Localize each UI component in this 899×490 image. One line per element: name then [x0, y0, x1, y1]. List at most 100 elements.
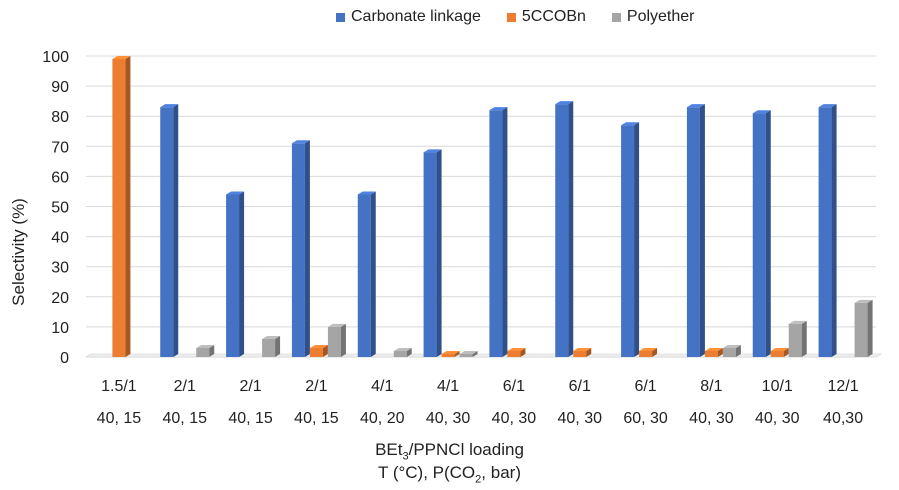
bar-5ccobn [639, 347, 658, 357]
bar-5ccobn-side [783, 347, 789, 357]
x-tick-label-loading: 1.5/1 [101, 378, 137, 395]
bar-carbonate-linkage-side [173, 104, 179, 357]
x-axis-title-line2: T (°C), P(CO2, bar) [0, 463, 899, 485]
bar-carbonate-linkage-front [686, 107, 700, 357]
x-tick-label-loading: 10/1 [762, 378, 793, 395]
bar-carbonate-linkage-side [239, 191, 245, 357]
y-tick-label: 50 [51, 200, 69, 217]
x-tick-label-conditions: 40, 15 [294, 410, 339, 427]
x-tick-label-conditions: 40, 15 [163, 410, 208, 427]
bar-5ccobn-front [112, 59, 126, 357]
x-tick-label-conditions: 40, 30 [492, 410, 537, 427]
bar-carbonate-linkage [621, 122, 640, 357]
bar-polyether-front [788, 323, 802, 357]
y-tick-label: 20 [51, 290, 69, 307]
x-tick-label-loading: 12/1 [828, 378, 859, 395]
bar-polyether-top [327, 323, 346, 327]
bar-5ccobn-top [639, 347, 658, 351]
x-tick-label-loading: 8/1 [700, 378, 722, 395]
bar-5ccobn-top [770, 347, 789, 351]
bar-polyether [327, 323, 346, 357]
bar-carbonate-linkage [357, 191, 376, 357]
bar-5ccobn-side [717, 347, 723, 357]
bar-carbonate-linkage [423, 149, 442, 357]
bar-5ccobn-top [441, 350, 460, 354]
bar-polyether-side [406, 347, 412, 357]
bar-carbonate-linkage-top [226, 191, 245, 195]
legend-item-carbonate: Carbonate linkage [336, 8, 481, 26]
bar-carbonate-linkage-side [765, 110, 771, 357]
x-tick-label-loading: 2/1 [239, 378, 261, 395]
bar-carbonate-linkage-top [160, 104, 179, 108]
y-tick-label: 30 [51, 260, 69, 277]
bar-polyether-top [459, 350, 478, 354]
bar-5ccobn-front [441, 353, 455, 357]
chart-legend: Carbonate linkage 5CCOBn Polyether [336, 8, 695, 26]
x-tick-label-loading: 4/1 [437, 378, 459, 395]
x-tick-label-conditions: 40, 30 [689, 410, 734, 427]
legend-swatch-polyether [611, 12, 621, 22]
bar-polyether-side [340, 323, 346, 357]
bar-5ccobn-side [454, 350, 460, 357]
y-tick-label: 40 [51, 230, 69, 247]
bar-carbonate-linkage-front [291, 143, 305, 357]
y-tick-label: 90 [51, 79, 69, 96]
bar-carbonate-linkage [160, 104, 179, 357]
bar-carbonate-linkage-side [568, 101, 574, 357]
bar-5ccobn-top [112, 56, 131, 60]
legend-swatch-carbonate [336, 12, 345, 22]
bar-carbonate-linkage-side [634, 122, 640, 357]
bar-5ccobn-top [507, 347, 526, 351]
bar-carbonate-linkage [555, 101, 574, 357]
bar-carbonate-linkage-top [423, 149, 442, 153]
x-axis-title-line1-sub: 3 [402, 450, 409, 463]
bar-5ccobn-front [309, 347, 323, 357]
bar-carbonate-linkage-front [226, 194, 240, 357]
bar-carbonate-linkage-front [357, 194, 371, 357]
bar-5ccobn-side [322, 344, 328, 357]
bar-5ccobn-front [704, 350, 718, 357]
x-tick-label-loading: 6/1 [503, 378, 525, 395]
y-tick-label: 70 [51, 139, 69, 156]
bar-polyether-top [196, 344, 215, 348]
bar-polyether-side [735, 344, 741, 357]
x-tick-label-conditions: 40, 30 [558, 410, 603, 427]
x-tick-label-conditions: 40, 30 [426, 410, 471, 427]
bar-polyether-front [722, 347, 736, 357]
x-axis-title-line1: BEt3/PPNCl loading [0, 440, 899, 462]
x-tick-label-loading: 6/1 [569, 378, 591, 395]
bar-polyether-front [262, 338, 276, 357]
legend-item-polyether: Polyether [611, 8, 695, 26]
bar-5ccobn-side [125, 56, 131, 357]
bar-carbonate-linkage-front [489, 110, 503, 358]
bar-polyether-side [867, 299, 873, 357]
bar-carbonate-linkage-top [291, 140, 310, 144]
x-axis-title-line2-sub: 2 [475, 473, 482, 486]
x-tick-label-conditions: 60, 30 [623, 410, 668, 427]
bar-polyether [854, 299, 873, 357]
bar-carbonate-linkage-side [502, 107, 508, 358]
bar-5ccobn [770, 347, 789, 357]
bar-5ccobn-side [520, 347, 526, 357]
bar-5ccobn-side [586, 347, 592, 357]
bar-polyether [262, 335, 281, 357]
x-tick-label-loading: 4/1 [371, 378, 393, 395]
x-tick-label-conditions: 40, 15 [97, 410, 142, 427]
bar-carbonate-linkage [818, 104, 837, 357]
bar-5ccobn-top [704, 347, 723, 351]
bar-carbonate-linkage-top [752, 110, 771, 114]
bar-carbonate-linkage-front [423, 152, 437, 357]
bar-polyether-top [722, 344, 741, 348]
bar-polyether-top [854, 299, 873, 303]
bar-carbonate-linkage-top [489, 107, 508, 111]
chart-floor [84, 353, 883, 358]
y-tick-label: 80 [51, 109, 69, 126]
bar-carbonate-linkage [489, 107, 508, 358]
bar-polyether-side [472, 350, 478, 357]
bar-5ccobn [573, 347, 592, 357]
bar-polyether [722, 344, 741, 357]
x-axis-title-line1-post: /PPNCl loading [408, 440, 524, 459]
x-tick-label-conditions: 40,30 [823, 410, 863, 427]
bar-carbonate-linkage-front [555, 104, 569, 357]
